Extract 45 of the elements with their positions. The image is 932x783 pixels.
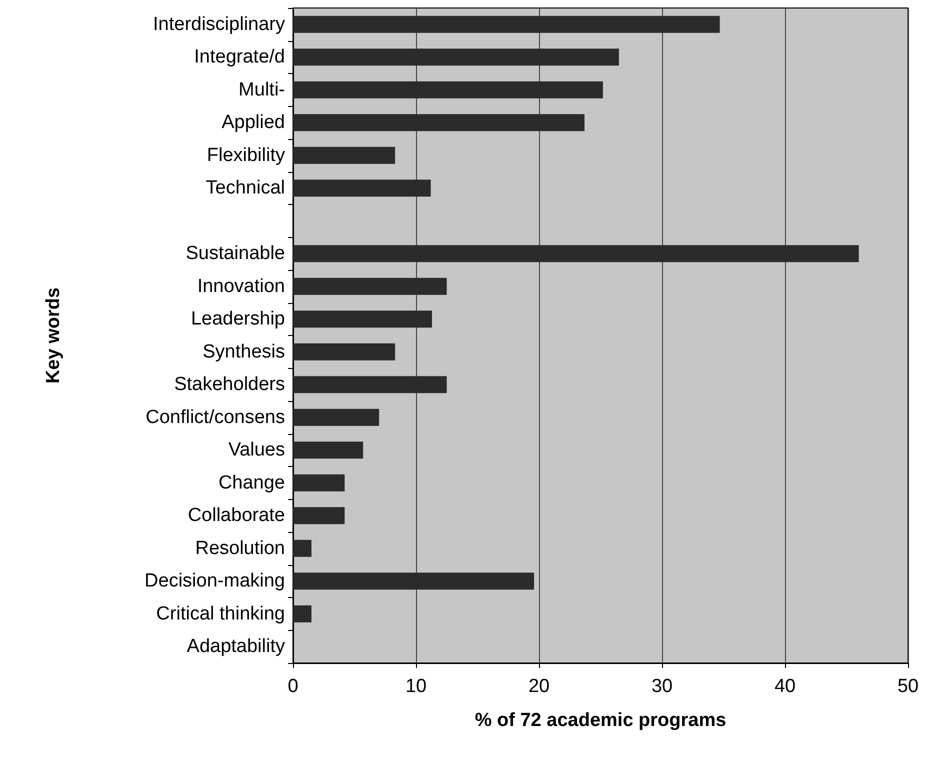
bar <box>293 114 585 132</box>
y-tick-label: Resolution <box>195 538 285 559</box>
y-tick-label: Multi- <box>238 79 285 100</box>
y-tick-label: Decision-making <box>144 570 285 592</box>
x-tick-label: 30 <box>651 676 673 697</box>
y-tick-label: Values <box>228 440 285 461</box>
bar <box>293 245 859 262</box>
bar <box>293 442 364 459</box>
x-tick-label: 20 <box>528 676 550 697</box>
y-tick-label: Collaborate <box>188 505 285 526</box>
x-axis-title: % of 72 academic programs <box>474 710 726 731</box>
bar <box>293 278 447 295</box>
y-tick-label: Leadership <box>190 308 285 330</box>
y-axis-title: Key words <box>43 287 64 384</box>
bar <box>293 81 603 98</box>
bar <box>293 310 432 328</box>
bar <box>293 507 345 524</box>
bar <box>293 572 534 590</box>
y-tick-label: Applied <box>222 112 285 134</box>
x-tick-label: 40 <box>774 676 796 697</box>
bar <box>293 376 447 394</box>
y-tick-label: Synthesis <box>202 341 285 362</box>
x-tick-label: 50 <box>897 676 919 697</box>
bar <box>293 16 720 33</box>
y-tick-label: Integrate/d <box>194 46 285 68</box>
bar <box>293 540 312 557</box>
y-tick-label: Critical thinking <box>156 603 285 624</box>
y-tick-label: Stakeholders <box>174 374 285 396</box>
x-tick-label: 0 <box>288 676 298 697</box>
y-tick-label: Adaptability <box>186 636 286 658</box>
x-tick-label: 10 <box>405 676 427 697</box>
bar <box>293 180 431 197</box>
y-tick-label: Technical <box>206 178 285 199</box>
bar <box>293 146 396 164</box>
bar <box>293 408 380 426</box>
y-tick-label: Conflict/consens <box>146 406 285 428</box>
y-tick-label: Interdisciplinary <box>153 14 286 35</box>
y-tick-label: Sustainable <box>186 243 285 264</box>
bar <box>293 605 312 622</box>
bar <box>293 474 345 492</box>
bar <box>293 48 619 66</box>
y-tick-label: Innovation <box>197 276 285 297</box>
bar <box>293 343 396 360</box>
y-tick-label: Flexibility <box>206 144 286 166</box>
y-tick-label: Change <box>218 472 285 494</box>
